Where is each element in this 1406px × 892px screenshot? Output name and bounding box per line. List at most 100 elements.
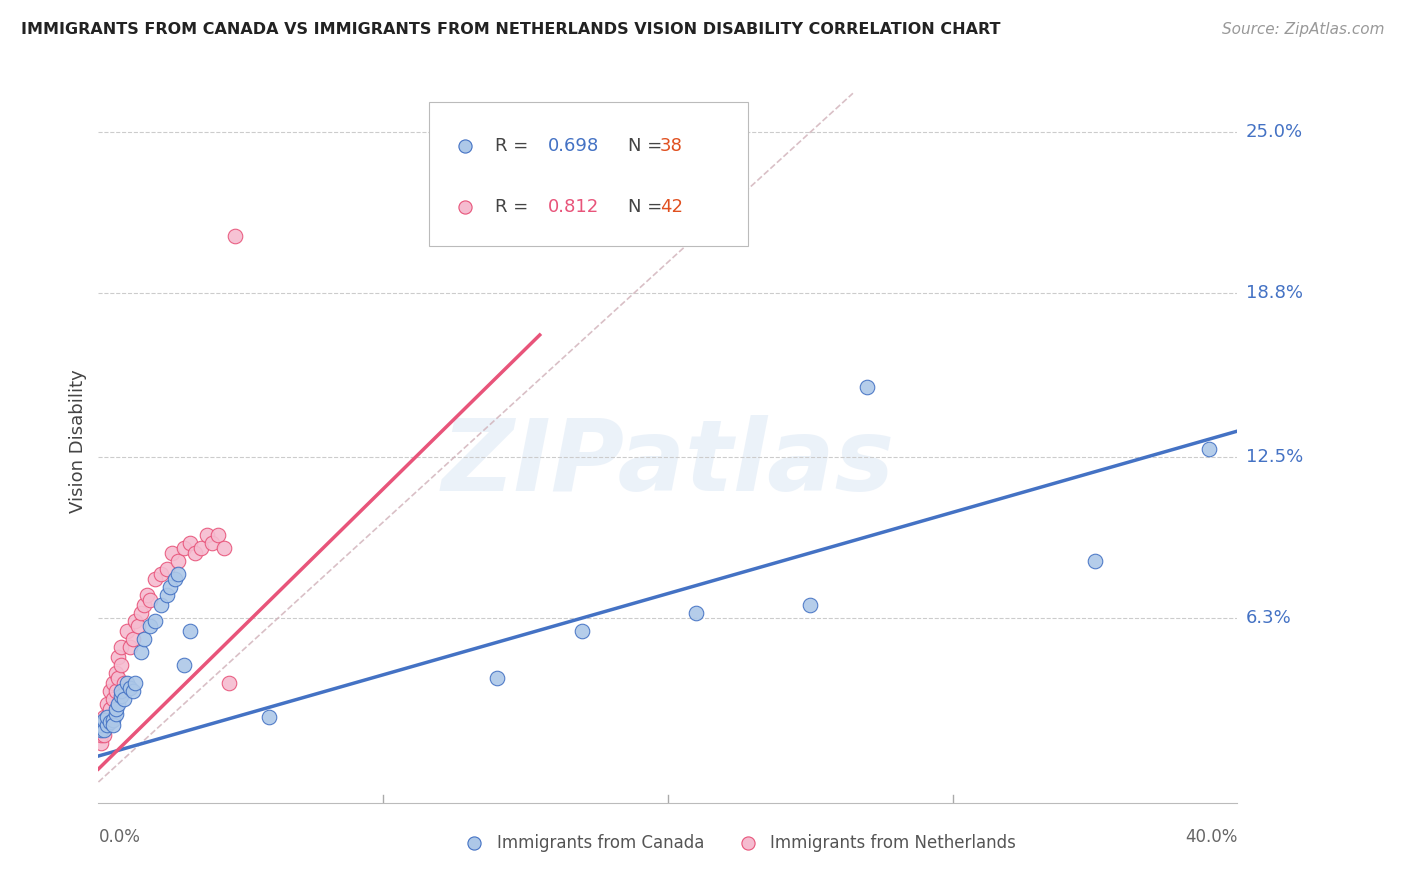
Text: N =: N =	[628, 136, 668, 154]
Point	[571, 624, 593, 639]
Point	[90, 723, 112, 737]
Point	[127, 619, 149, 633]
Point	[207, 528, 229, 542]
Point	[121, 632, 143, 646]
FancyBboxPatch shape	[429, 102, 748, 246]
Point	[98, 715, 121, 730]
Point	[107, 697, 129, 711]
Point	[96, 710, 118, 724]
Point	[90, 718, 112, 732]
Point	[124, 676, 146, 690]
Point	[150, 599, 173, 613]
Point	[104, 684, 127, 698]
Point	[124, 614, 146, 628]
Point	[145, 572, 167, 586]
Point	[685, 606, 707, 620]
Point	[150, 567, 173, 582]
Text: 0.0%: 0.0%	[98, 828, 141, 846]
Point	[486, 671, 509, 685]
Point	[110, 684, 132, 698]
Point	[856, 380, 879, 394]
Point	[104, 707, 127, 722]
Text: R =: R =	[495, 136, 534, 154]
Point	[212, 541, 235, 555]
Point	[110, 690, 132, 704]
Text: IMMIGRANTS FROM CANADA VS IMMIGRANTS FROM NETHERLANDS VISION DISABILITY CORRELAT: IMMIGRANTS FROM CANADA VS IMMIGRANTS FRO…	[21, 22, 1001, 37]
Point	[129, 645, 152, 659]
Point	[1198, 442, 1220, 457]
Point	[112, 691, 135, 706]
Point	[799, 599, 821, 613]
Point	[201, 536, 224, 550]
Point	[93, 723, 115, 737]
Point	[138, 593, 160, 607]
Point	[90, 736, 112, 750]
Point	[90, 728, 112, 742]
Point	[101, 676, 124, 690]
Point	[190, 541, 212, 555]
Point	[156, 562, 179, 576]
Point	[165, 572, 187, 586]
Point	[118, 681, 141, 696]
Text: 42: 42	[659, 198, 683, 216]
Point	[93, 713, 115, 727]
Point	[96, 697, 118, 711]
Point	[93, 710, 115, 724]
Point	[96, 710, 118, 724]
Point	[107, 671, 129, 685]
Point	[104, 702, 127, 716]
Text: N =: N =	[628, 198, 668, 216]
Text: R =: R =	[495, 198, 534, 216]
Point	[162, 546, 184, 560]
Text: 12.5%: 12.5%	[1246, 448, 1303, 467]
Point	[195, 528, 218, 542]
Text: 6.3%: 6.3%	[1246, 609, 1291, 627]
Point	[129, 606, 152, 620]
Point	[145, 614, 167, 628]
Text: 0.698: 0.698	[548, 136, 599, 154]
Point	[138, 619, 160, 633]
Text: Immigrants from Canada: Immigrants from Canada	[498, 833, 704, 852]
Point	[173, 658, 195, 673]
Point	[115, 676, 138, 690]
Point	[101, 713, 124, 727]
Point	[132, 632, 155, 646]
Text: Source: ZipAtlas.com: Source: ZipAtlas.com	[1222, 22, 1385, 37]
Point	[218, 676, 240, 690]
Point	[259, 710, 281, 724]
Point	[224, 229, 246, 244]
Text: 0.812: 0.812	[548, 198, 599, 216]
Point	[184, 546, 207, 560]
Y-axis label: Vision Disability: Vision Disability	[69, 369, 87, 514]
Text: 40.0%: 40.0%	[1185, 828, 1237, 846]
Point	[96, 718, 118, 732]
Text: 18.8%: 18.8%	[1246, 285, 1302, 302]
Point	[101, 691, 124, 706]
Point	[156, 588, 179, 602]
Point	[93, 728, 115, 742]
Point	[135, 588, 157, 602]
Point	[173, 541, 195, 555]
Point	[115, 624, 138, 639]
Point	[167, 554, 190, 568]
Point	[107, 650, 129, 665]
Point	[1084, 554, 1107, 568]
Point	[159, 580, 181, 594]
Point	[93, 718, 115, 732]
Point	[98, 684, 121, 698]
Text: 25.0%: 25.0%	[1246, 123, 1303, 141]
Text: ZIPatlas: ZIPatlas	[441, 415, 894, 512]
Point	[132, 599, 155, 613]
Point	[101, 718, 124, 732]
Point	[112, 676, 135, 690]
Point	[98, 702, 121, 716]
Point	[179, 536, 201, 550]
Point	[104, 665, 127, 680]
Text: 38: 38	[659, 136, 683, 154]
Point	[110, 658, 132, 673]
Point	[179, 624, 201, 639]
Point	[121, 684, 143, 698]
Point	[110, 640, 132, 654]
Point	[167, 567, 190, 582]
Text: Immigrants from Netherlands: Immigrants from Netherlands	[770, 833, 1017, 852]
